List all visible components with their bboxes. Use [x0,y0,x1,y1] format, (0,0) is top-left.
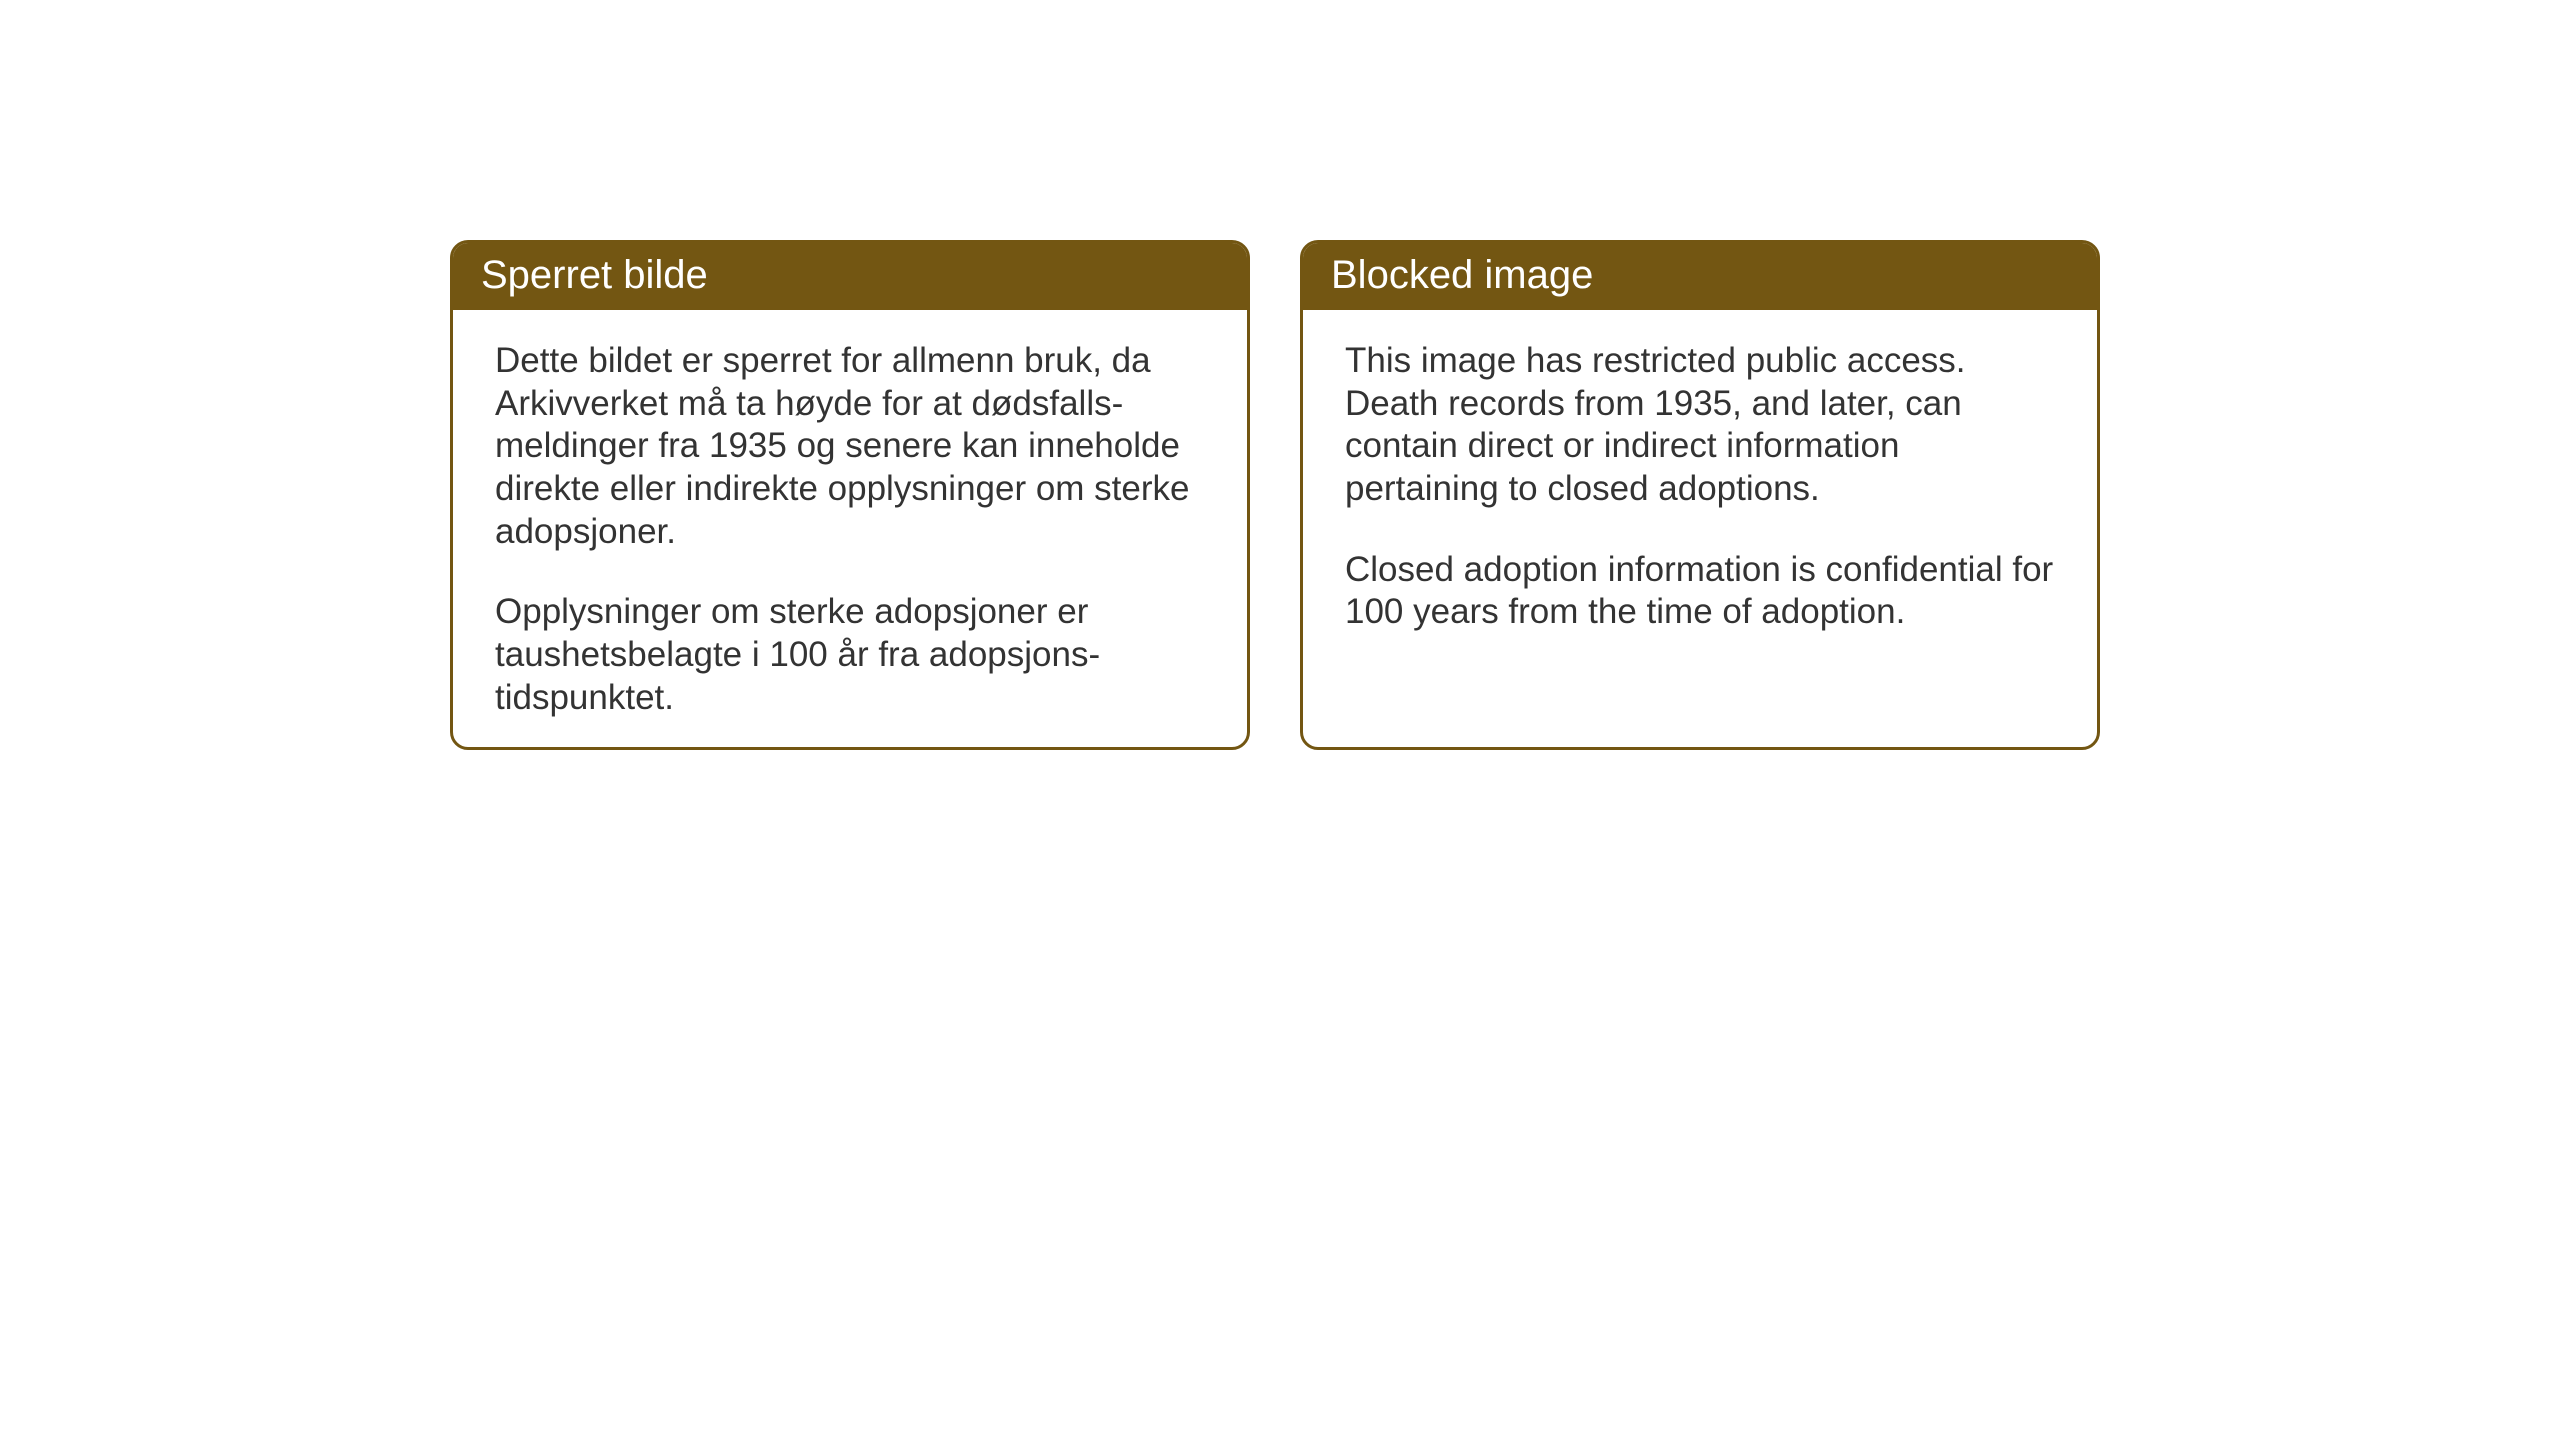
card-paragraph1-norwegian: Dette bildet er sperret for allmenn bruk… [495,340,1205,553]
card-paragraph1-english: This image has restricted public access.… [1345,340,2055,511]
card-body-norwegian: Dette bildet er sperret for allmenn bruk… [453,310,1247,750]
card-body-english: This image has restricted public access.… [1303,310,2097,664]
card-norwegian: Sperret bilde Dette bildet er sperret fo… [450,240,1250,750]
card-paragraph2-english: Closed adoption information is confident… [1345,549,2055,634]
card-english: Blocked image This image has restricted … [1300,240,2100,750]
card-header-english: Blocked image [1303,243,2097,310]
card-paragraph2-norwegian: Opplysninger om sterke adopsjoner er tau… [495,591,1205,719]
card-title-english: Blocked image [1331,253,1593,297]
card-title-norwegian: Sperret bilde [481,253,708,297]
card-header-norwegian: Sperret bilde [453,243,1247,310]
cards-container: Sperret bilde Dette bildet er sperret fo… [450,240,2100,750]
